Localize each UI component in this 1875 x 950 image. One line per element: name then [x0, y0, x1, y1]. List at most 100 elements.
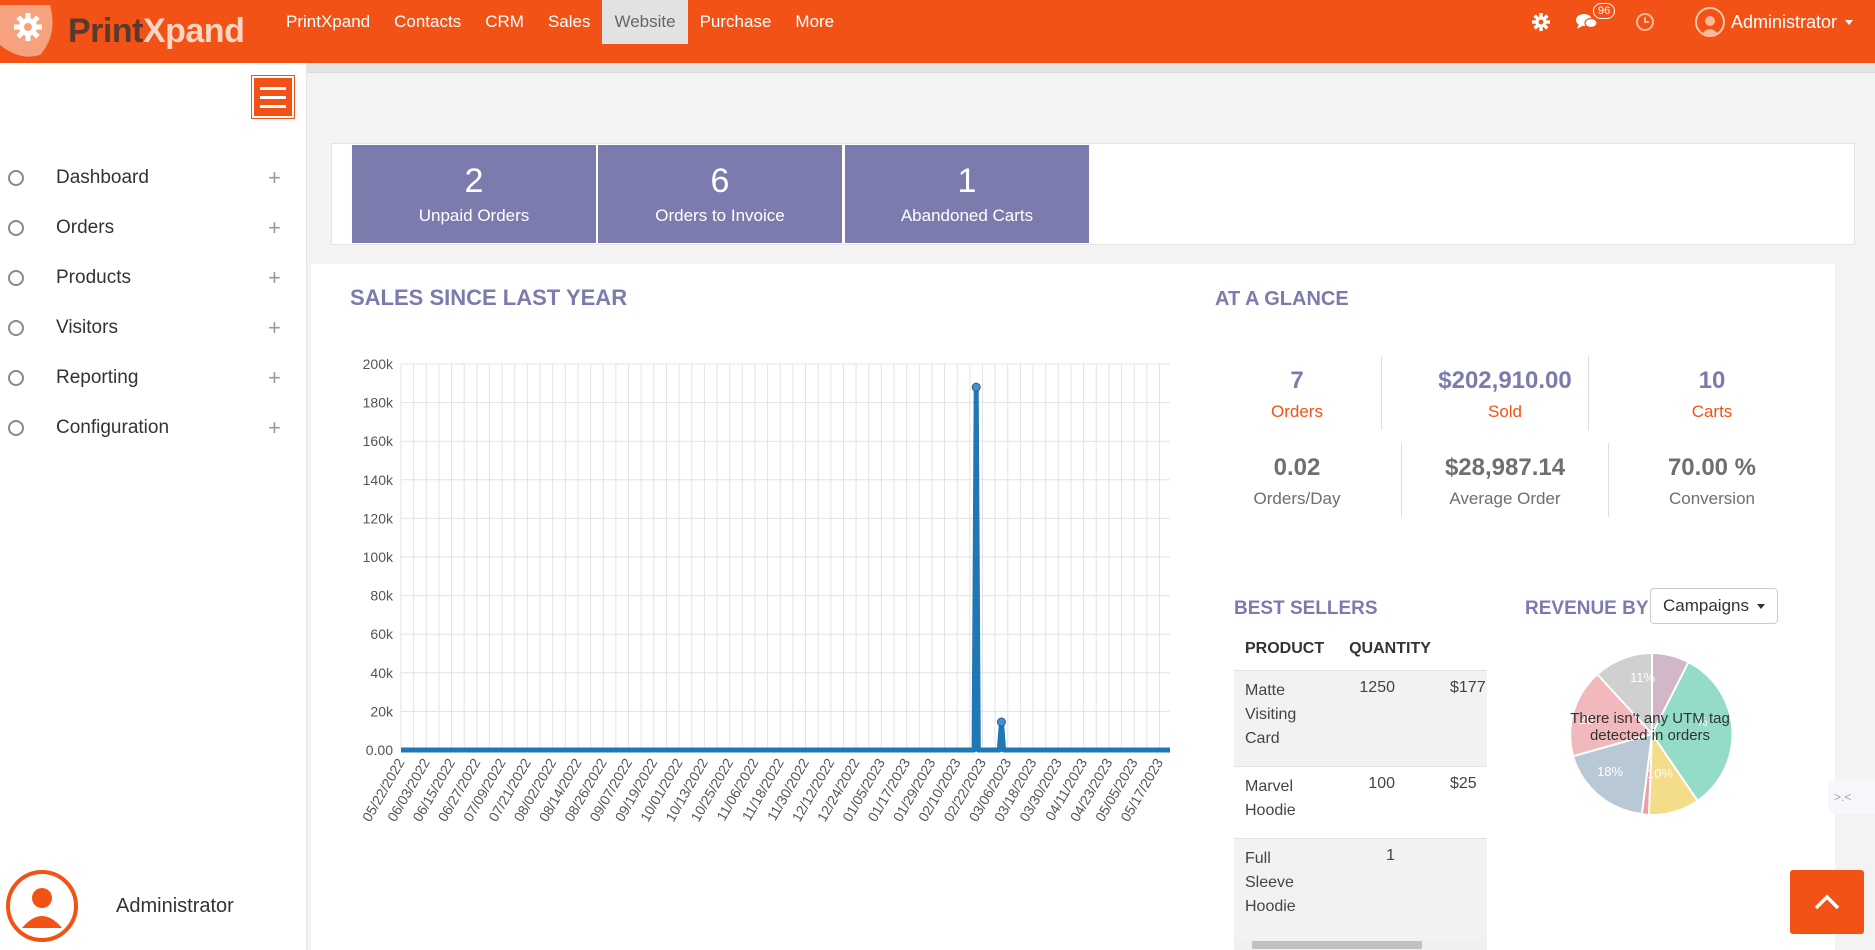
- sidebar-item-orders[interactable]: Orders +: [0, 203, 307, 253]
- stat-carts[interactable]: 10 Carts: [1612, 366, 1812, 422]
- glance-title: AT A GLANCE: [1215, 288, 1349, 310]
- menu-item-contacts[interactable]: Contacts: [394, 12, 462, 31]
- messages-icon[interactable]: 96: [1575, 3, 1616, 32]
- y-tick-label: 60k: [370, 626, 394, 642]
- circle-icon: [8, 170, 24, 186]
- plus-icon[interactable]: +: [268, 215, 281, 240]
- product-name[interactable]: Full Sleeve Hoodie: [1245, 850, 1296, 915]
- scrollbar-thumb[interactable]: [1252, 941, 1422, 949]
- sidebar-item-label: Configuration: [56, 417, 170, 438]
- settings-gear-icon[interactable]: [1531, 12, 1551, 32]
- sales-title: SALES SINCE LAST YEAR: [350, 285, 628, 310]
- stat-orders[interactable]: 7 Orders: [1197, 366, 1397, 422]
- tile-orders-to-invoice[interactable]: 6 Orders to Invoice: [598, 145, 842, 243]
- y-tick-label: 80k: [370, 588, 394, 604]
- plus-icon[interactable]: +: [268, 165, 281, 190]
- column-header-quantity[interactable]: QUANTITY: [1349, 640, 1431, 657]
- product-quantity: 100: [1368, 775, 1395, 792]
- sidebar-item-configuration[interactable]: Configuration +: [0, 403, 307, 453]
- user-avatar-icon: [1694, 7, 1725, 37]
- tile-abandoned-carts[interactable]: 1 Abandoned Carts: [845, 145, 1089, 243]
- revenue-by-selected: Campaigns: [1663, 596, 1749, 615]
- menu-item-website[interactable]: Website: [602, 0, 688, 44]
- pie-label: 11%: [1630, 670, 1655, 685]
- product-name[interactable]: Matte Visiting Card: [1245, 682, 1297, 747]
- stat-value: 10: [1698, 367, 1726, 394]
- pie-label: 20: [1579, 712, 1593, 727]
- gear-logo-icon: [0, 4, 60, 59]
- menu-item-sales[interactable]: Sales: [547, 12, 591, 31]
- user-menu-name: Administrator: [1730, 11, 1837, 32]
- hamburger-menu-icon[interactable]: [251, 75, 295, 119]
- product-quantity: 1250: [1359, 679, 1395, 696]
- sidebar-item-products[interactable]: Products +: [0, 253, 307, 303]
- y-tick-label: 100k: [363, 549, 394, 565]
- product-name[interactable]: Marvel Hoodie: [1245, 778, 1296, 819]
- table-row[interactable]: Full Sleeve Hoodie 1: [1234, 838, 1487, 948]
- chevron-down-icon: [1757, 603, 1765, 609]
- user-menu[interactable]: Administrator: [1694, 7, 1853, 37]
- brand-name: PrintXpand: [68, 12, 245, 51]
- stat-label: Carts: [1691, 402, 1733, 421]
- table-row[interactable]: Matte Visiting Card 1250 $177: [1234, 670, 1487, 766]
- product-revenue: $177: [1450, 679, 1486, 696]
- product-quantity: 1: [1386, 847, 1395, 864]
- pie-slice: [1652, 663, 1732, 800]
- data-point[interactable]: [996, 717, 1006, 727]
- circle-icon: [8, 320, 24, 336]
- content-control-panel: [307, 63, 1875, 73]
- plus-icon[interactable]: +: [268, 315, 281, 340]
- sidebar-user[interactable]: Administrator: [6, 870, 234, 942]
- data-point[interactable]: [971, 382, 981, 392]
- menu-item-crm[interactable]: CRM: [485, 12, 524, 31]
- stat-orders-per-day: 0.02 Orders/Day: [1197, 453, 1397, 509]
- circle-icon: [8, 220, 24, 236]
- stat-label: Sold: [1487, 402, 1523, 421]
- stat-label: Orders: [1271, 402, 1323, 421]
- brand-name-part2: Xpand: [142, 12, 245, 50]
- circle-icon: [8, 370, 24, 386]
- tile-value: 1: [957, 162, 977, 200]
- plus-icon[interactable]: +: [268, 415, 281, 440]
- divider: [1608, 443, 1609, 517]
- brand[interactable]: PrintXpand: [0, 0, 245, 63]
- plus-icon[interactable]: +: [268, 265, 281, 290]
- column-header-product[interactable]: PRODUCT: [1245, 640, 1325, 657]
- pie-slice: [1652, 654, 1688, 734]
- activity-clock-icon[interactable]: [1635, 12, 1655, 32]
- sidebar-item-label: Products: [56, 267, 131, 288]
- y-tick-label: 160k: [363, 433, 394, 449]
- tile-value: 6: [710, 162, 730, 200]
- sidebar-item-dashboard[interactable]: Dashboard +: [0, 153, 307, 203]
- sales-series-line: [401, 384, 1170, 753]
- stat-conversion: 70.00 % Conversion: [1612, 453, 1812, 509]
- best-sellers-table: PRODUCT QUANTITY Matte Visiting Card 125…: [1234, 628, 1487, 950]
- menu-item-more[interactable]: More: [795, 12, 835, 31]
- tile-unpaid-orders[interactable]: 2 Unpaid Orders: [352, 145, 596, 243]
- pie-slice: [1571, 675, 1652, 756]
- sidebar-item-visitors[interactable]: Visitors +: [0, 303, 307, 353]
- revenue-by-select[interactable]: Campaigns: [1650, 588, 1778, 624]
- pie-slice: [1598, 654, 1652, 734]
- table-horizontal-scrollbar[interactable]: [1234, 940, 1487, 950]
- circle-icon: [8, 270, 24, 286]
- stat-label: Conversion: [1669, 489, 1755, 508]
- top-navbar: PrintXpand PrintXpand Contacts CRM Sales…: [0, 0, 1875, 63]
- sidebar: Dashboard + Orders + Products + Visitors…: [0, 63, 307, 950]
- stat-label: Orders/Day: [1253, 489, 1341, 508]
- menu-item-printxpand[interactable]: PrintXpand: [286, 12, 371, 31]
- tile-value: 2: [464, 162, 484, 200]
- menu-item-purchase[interactable]: Purchase: [699, 12, 772, 31]
- scroll-to-top-button[interactable]: [1790, 870, 1864, 934]
- main-menu: PrintXpand Contacts CRM Sales Website Pu…: [274, 0, 846, 44]
- stat-value: 70.00 %: [1667, 454, 1757, 481]
- sidebar-item-reporting[interactable]: Reporting +: [0, 353, 307, 403]
- plus-icon[interactable]: +: [268, 365, 281, 390]
- stat-sold[interactable]: $202,910.00 Sold: [1405, 366, 1605, 422]
- pie-label: 10%: [1647, 766, 1673, 781]
- revenue-pie-chart: 11% 20 18% 10% %: [1571, 654, 1732, 815]
- sidebar-nav: Dashboard + Orders + Products + Visitors…: [0, 153, 307, 453]
- side-panel-toggle[interactable]: >.<: [1828, 780, 1875, 814]
- y-tick-label: 180k: [363, 395, 394, 411]
- table-row[interactable]: Marvel Hoodie 100 $25: [1234, 766, 1487, 838]
